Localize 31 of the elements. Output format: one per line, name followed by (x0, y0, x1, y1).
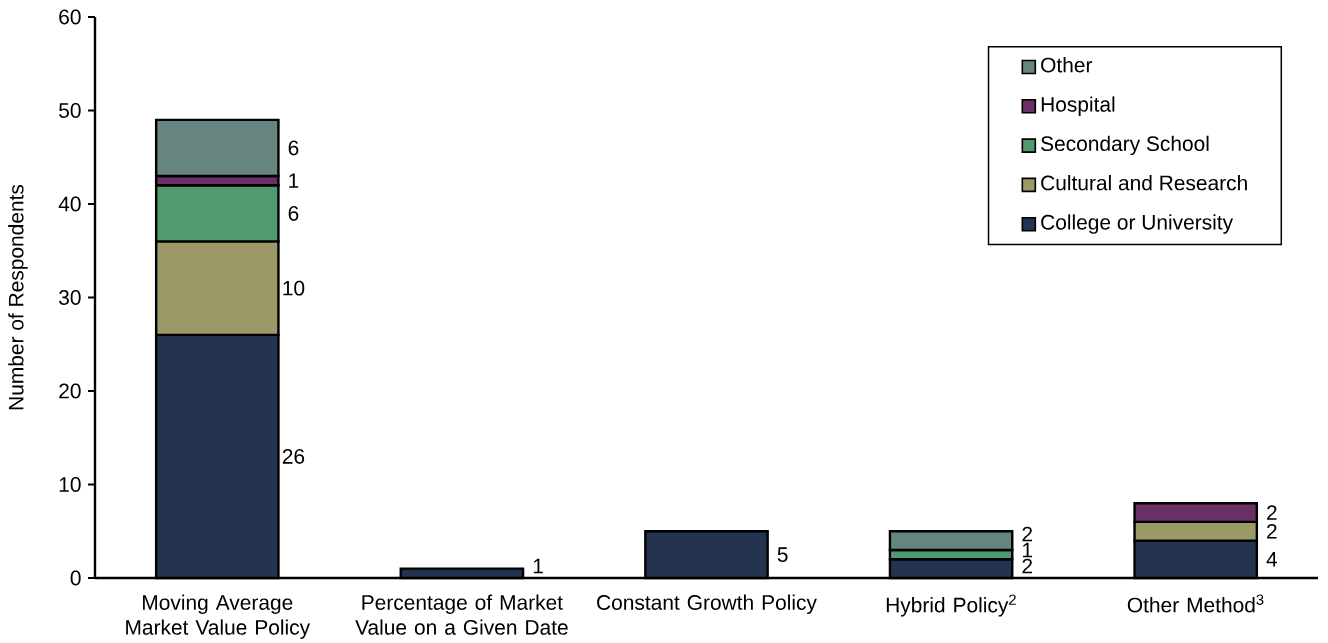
data-label: 2 (1022, 526, 1032, 542)
data-label: 1 (533, 558, 543, 574)
legend-label: Other (1041, 57, 1093, 73)
data-label: 26 (282, 449, 305, 464)
data-label: 5 (777, 547, 788, 562)
x-tick-label: Moving Average Market Value Policy (126, 594, 311, 639)
y-tick-label: 60 (59, 9, 81, 25)
data-label: 4 (1266, 552, 1278, 567)
data-label: 1 (289, 173, 299, 188)
legend-label: Cultural and Research (1041, 175, 1247, 191)
data-label: 1 (1023, 542, 1033, 558)
legend-label: Secondary School (1041, 135, 1209, 156)
legend-label: Hospital (1041, 96, 1115, 116)
legend-label: College or University (1041, 214, 1234, 234)
y-tick-label: 40 (58, 196, 81, 212)
data-label: 2 (1022, 558, 1032, 574)
x-tick-label: Percentage of Market Value on a Given Date (355, 594, 568, 635)
y-tick-label: 30 (59, 290, 81, 305)
data-label: 2 (1267, 505, 1277, 520)
x-tick-label: Constant Growth Policy (597, 594, 817, 615)
y-tick-label: 0 (70, 570, 81, 586)
y-tick-label: 50 (59, 103, 81, 118)
y-tick-label: 10 (59, 477, 81, 492)
data-label: 2 (1267, 523, 1277, 539)
y-tick-label: 20 (59, 383, 81, 399)
data-label: 10 (283, 280, 305, 296)
x-tick-label: Other Method$^{3}$ (1127, 594, 1264, 613)
data-label: 6 (288, 140, 299, 156)
data-label: 6 (288, 205, 299, 221)
x-tick-label: Hybrid Policy$^{2}$ (886, 594, 1016, 617)
y-axis-title: Number of Respondents (8, 184, 28, 410)
